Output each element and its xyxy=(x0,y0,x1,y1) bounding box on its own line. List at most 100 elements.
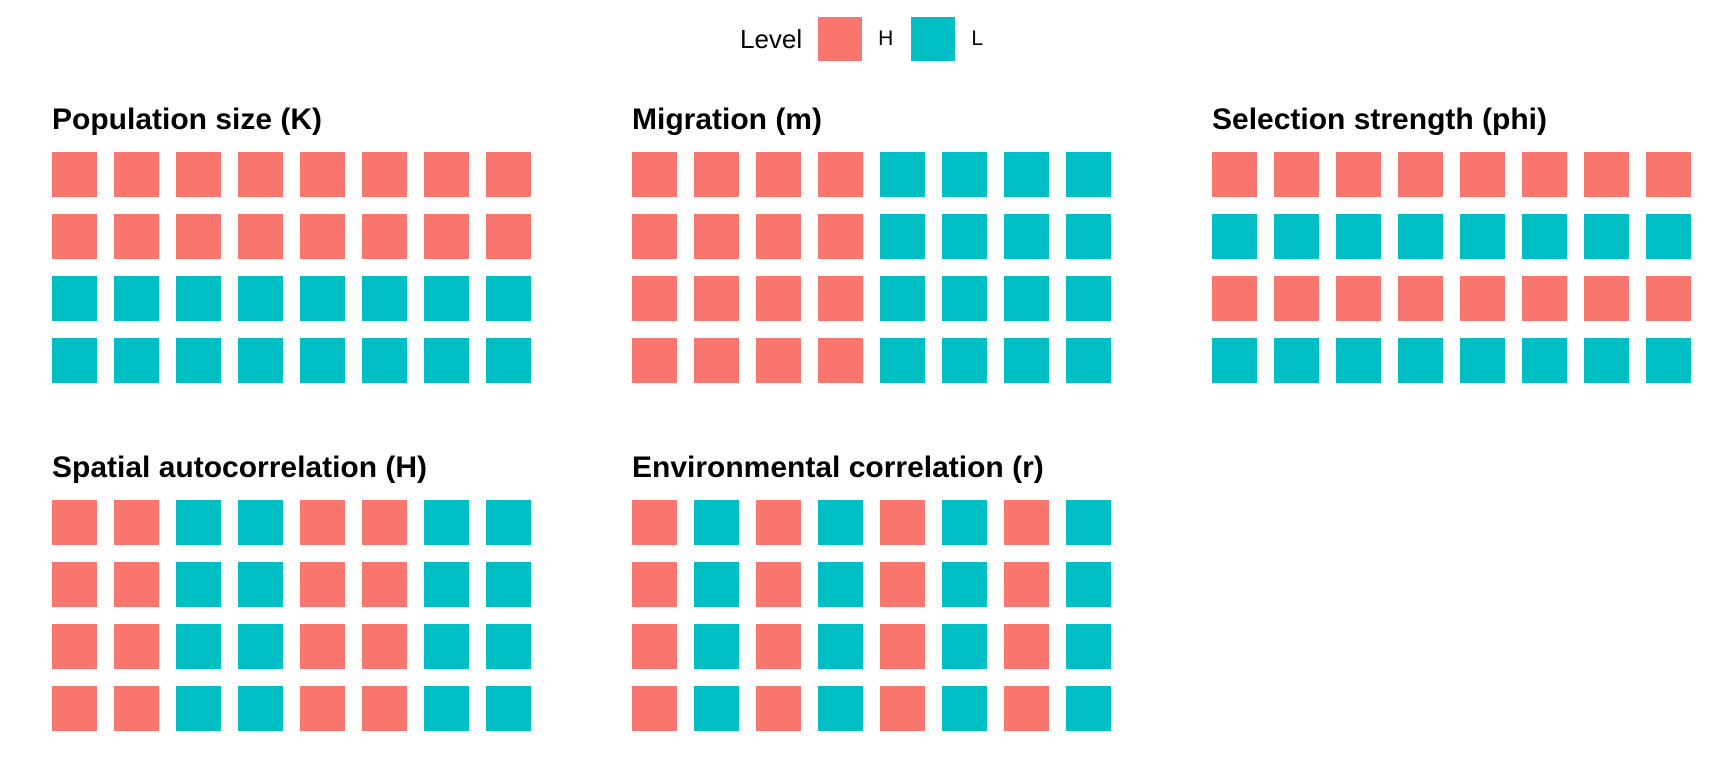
panel-environmental-correlation: Environmental correlation (r) xyxy=(632,448,1122,732)
tile-high xyxy=(300,500,345,545)
tile-low xyxy=(1274,214,1319,259)
tile-high xyxy=(632,276,677,321)
panel-population-size: Population size (K) xyxy=(52,100,542,384)
tile-high xyxy=(300,686,345,731)
panel-title: Migration (m) xyxy=(632,103,822,136)
tile-high xyxy=(1460,152,1505,197)
tile-high xyxy=(1398,152,1443,197)
tile-low xyxy=(880,276,925,321)
tile-low xyxy=(818,686,863,731)
tile-low xyxy=(1212,338,1257,383)
tile-high xyxy=(756,500,801,545)
tile-high xyxy=(1274,276,1319,321)
tile-high xyxy=(52,686,97,731)
tile-high xyxy=(632,624,677,669)
tile-low xyxy=(1066,686,1111,731)
tile-low xyxy=(114,338,159,383)
tile-low xyxy=(942,500,987,545)
tile-high xyxy=(1004,562,1049,607)
legend-label-l: L xyxy=(971,27,984,50)
tile-low xyxy=(1336,214,1381,259)
tile-low xyxy=(238,686,283,731)
tile-high xyxy=(300,152,345,197)
tile-low xyxy=(300,276,345,321)
tile-low xyxy=(114,276,159,321)
tile-high xyxy=(362,686,407,731)
tile-low xyxy=(694,500,739,545)
tile-low xyxy=(818,562,863,607)
tile-low xyxy=(1004,152,1049,197)
tile-high xyxy=(880,624,925,669)
tile-high xyxy=(1212,276,1257,321)
tile-high xyxy=(52,500,97,545)
tile-high xyxy=(1336,152,1381,197)
legend-key-l xyxy=(911,17,956,61)
tile-low xyxy=(486,624,531,669)
tile-high xyxy=(362,562,407,607)
tile-low xyxy=(1066,624,1111,669)
tile-high xyxy=(1212,152,1257,197)
tile-low xyxy=(362,338,407,383)
tile-high xyxy=(52,214,97,259)
panel-title: Population size (K) xyxy=(52,103,322,136)
tile-grid xyxy=(632,500,1116,732)
tile-high xyxy=(176,214,221,259)
tile-grid xyxy=(52,500,536,732)
tile-high xyxy=(300,562,345,607)
tile-low xyxy=(238,562,283,607)
tile-low xyxy=(486,276,531,321)
tile-low xyxy=(238,338,283,383)
tile-low xyxy=(52,276,97,321)
tile-low xyxy=(1274,338,1319,383)
tile-high xyxy=(694,214,739,259)
tile-low xyxy=(238,624,283,669)
tile-high xyxy=(1274,152,1319,197)
panel-spatial-autocorrelation: Spatial autocorrelation (H) xyxy=(52,448,542,732)
tile-high xyxy=(424,152,469,197)
tile-high xyxy=(52,152,97,197)
tile-low xyxy=(1212,214,1257,259)
tile-low xyxy=(880,214,925,259)
tile-low xyxy=(486,562,531,607)
legend-key-h xyxy=(818,17,863,61)
tile-low xyxy=(942,276,987,321)
tile-low xyxy=(1460,214,1505,259)
tile-low xyxy=(1004,214,1049,259)
tile-low xyxy=(818,500,863,545)
tile-low xyxy=(1066,152,1111,197)
tile-low xyxy=(176,338,221,383)
tile-high xyxy=(114,686,159,731)
tile-low xyxy=(694,686,739,731)
tile-high xyxy=(632,686,677,731)
tile-low xyxy=(176,624,221,669)
tile-high xyxy=(486,152,531,197)
tile-low xyxy=(694,624,739,669)
tile-high xyxy=(694,338,739,383)
tile-low xyxy=(1460,338,1505,383)
tile-low xyxy=(1066,214,1111,259)
tile-low xyxy=(1398,338,1443,383)
legend-item-l: L xyxy=(911,17,983,61)
panel-title: Selection strength (phi) xyxy=(1212,103,1548,136)
tile-low xyxy=(1336,338,1381,383)
tile-low xyxy=(486,338,531,383)
tile-high xyxy=(632,500,677,545)
tile-high xyxy=(632,338,677,383)
tile-high xyxy=(1336,276,1381,321)
tile-low xyxy=(942,214,987,259)
tile-low xyxy=(176,500,221,545)
tile-high xyxy=(300,214,345,259)
tile-low xyxy=(424,338,469,383)
tile-low xyxy=(424,562,469,607)
tile-high xyxy=(756,562,801,607)
tile-low xyxy=(362,276,407,321)
tile-high xyxy=(238,214,283,259)
tile-high xyxy=(424,214,469,259)
legend: Level H L xyxy=(740,17,1001,61)
tile-high xyxy=(1522,152,1567,197)
tile-high xyxy=(1398,276,1443,321)
tile-high xyxy=(486,214,531,259)
tile-low xyxy=(176,686,221,731)
tile-low xyxy=(238,276,283,321)
tile-high xyxy=(632,214,677,259)
